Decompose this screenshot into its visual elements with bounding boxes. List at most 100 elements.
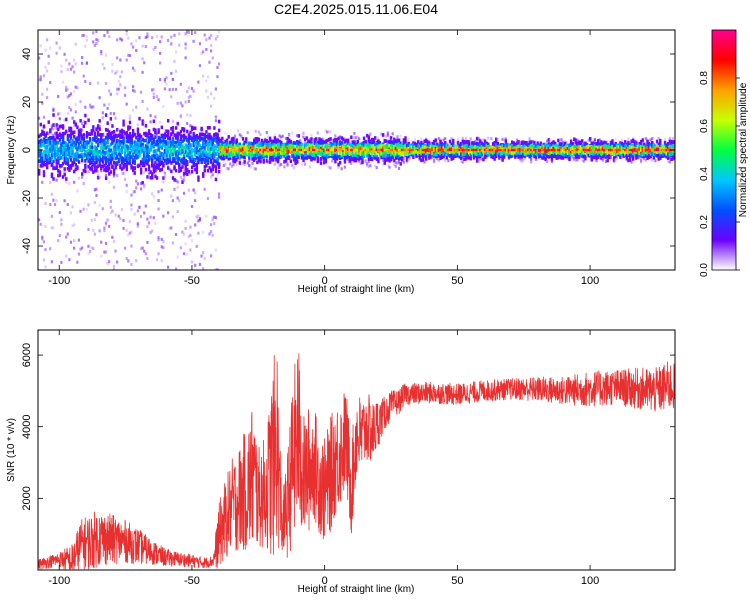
heatmap-cell [190, 138, 194, 142]
heatmap-cell [288, 146, 291, 150]
heatmap-cell [278, 163, 281, 167]
heatmap-cell [404, 136, 407, 140]
heatmap-cell [125, 32, 128, 36]
heatmap-cell [47, 160, 50, 165]
heatmap-cell [130, 193, 133, 197]
heatmap-cell [464, 148, 468, 152]
heatmap-cell [155, 132, 159, 136]
heatmap-cell [292, 144, 296, 149]
heatmap-cell [112, 171, 116, 176]
heatmap-cell [273, 152, 277, 156]
heatmap-cell [270, 147, 273, 152]
heatmap-cell [116, 260, 119, 264]
heatmap-cell [429, 148, 433, 152]
heatmap-cell [268, 146, 272, 151]
heatmap-cell [114, 249, 117, 253]
heatmap-cell [397, 166, 401, 170]
heatmap-cell [381, 153, 385, 158]
heatmap-cell [88, 159, 92, 163]
heatmap-cell [351, 151, 355, 156]
heatmap-cell [439, 150, 442, 155]
heatmap-cell [92, 137, 95, 142]
heatmap-cell [195, 134, 199, 139]
heatmap-cell [104, 158, 108, 163]
heatmap-cell [197, 141, 200, 146]
heatmap-cell [133, 171, 136, 175]
heatmap-cell [108, 154, 111, 159]
heatmap-cell [252, 145, 256, 150]
heatmap-cell [202, 267, 205, 270]
heatmap-cell [230, 137, 234, 141]
heatmap-cell [138, 138, 141, 142]
heatmap-cell [424, 136, 428, 140]
heatmap-cell [280, 162, 283, 166]
heatmap-cell [270, 155, 273, 160]
heatmap-cell [39, 153, 42, 158]
heatmap-cell [122, 119, 125, 124]
heatmap-cell [334, 142, 337, 147]
heatmap-cell [338, 150, 342, 155]
heatmap-cell [154, 45, 157, 49]
heatmap-cell [116, 87, 119, 91]
heatmap-cell [160, 134, 164, 139]
figure-title: C2E4.2025.015.11.06.E04 [274, 1, 438, 17]
heatmap-cell [103, 229, 106, 233]
heatmap-cell [168, 147, 171, 152]
heatmap-cell [146, 35, 149, 39]
heatmap-cell [374, 146, 377, 151]
heatmap-cell [88, 147, 92, 151]
heatmap-cell [144, 45, 147, 49]
heatmap-cell [203, 146, 207, 150]
heatmap-cell [50, 150, 54, 155]
heatmap-cell [402, 157, 405, 161]
heatmap-cell [165, 161, 168, 165]
heatmap-cell [284, 142, 288, 147]
heatmap-cell [96, 125, 100, 130]
heatmap-cell [112, 153, 116, 158]
heatmap-cell [84, 144, 87, 149]
heatmap-cell [217, 192, 221, 196]
heatmap-cell [149, 175, 152, 180]
heatmap-cell [217, 163, 221, 167]
heatmap-cell [463, 151, 466, 156]
heatmap-cell [209, 44, 213, 48]
heatmap-cell [324, 150, 328, 155]
heatmap-cell [380, 144, 383, 148]
heatmap-cell [206, 197, 210, 201]
heatmap-cell [166, 130, 170, 134]
heatmap-cell [367, 150, 371, 155]
heatmap-cell [98, 133, 101, 137]
heatmap-cell [294, 141, 297, 145]
heatmap-cell [125, 228, 128, 232]
heatmap-cell [71, 154, 74, 159]
heatmap-cell [170, 140, 173, 145]
heatmap-cell [428, 156, 431, 160]
heatmap-cell [243, 155, 246, 160]
heatmap-cell [237, 146, 240, 151]
heatmap-cell [135, 145, 138, 150]
heatmap-cell [461, 146, 465, 151]
heatmap-cell [138, 142, 141, 146]
heatmap-cell [437, 151, 441, 156]
heatmap-cell [41, 129, 44, 134]
heatmap-cell [82, 168, 85, 173]
heatmap-cell [187, 155, 191, 159]
heatmap-cell [208, 232, 211, 236]
heatmap-cell [39, 44, 42, 48]
heatmap-cell [127, 125, 130, 129]
heatmap-cell [120, 160, 124, 165]
heatmap-cell [286, 140, 289, 145]
heatmap-cell [374, 156, 377, 160]
heatmap-cell [104, 161, 108, 165]
heatmap-cell [171, 152, 175, 157]
heatmap-cell [68, 168, 71, 173]
heatmap-cell [87, 159, 90, 163]
heatmap-cell [66, 203, 69, 207]
heatmap-cell [52, 123, 55, 127]
heatmap-cell [44, 224, 47, 228]
heatmap-cell [73, 90, 76, 94]
heatmap-cell [181, 104, 184, 108]
heatmap-cell [73, 120, 76, 124]
heatmap-cell [461, 136, 464, 140]
heatmap-cell [58, 153, 62, 158]
